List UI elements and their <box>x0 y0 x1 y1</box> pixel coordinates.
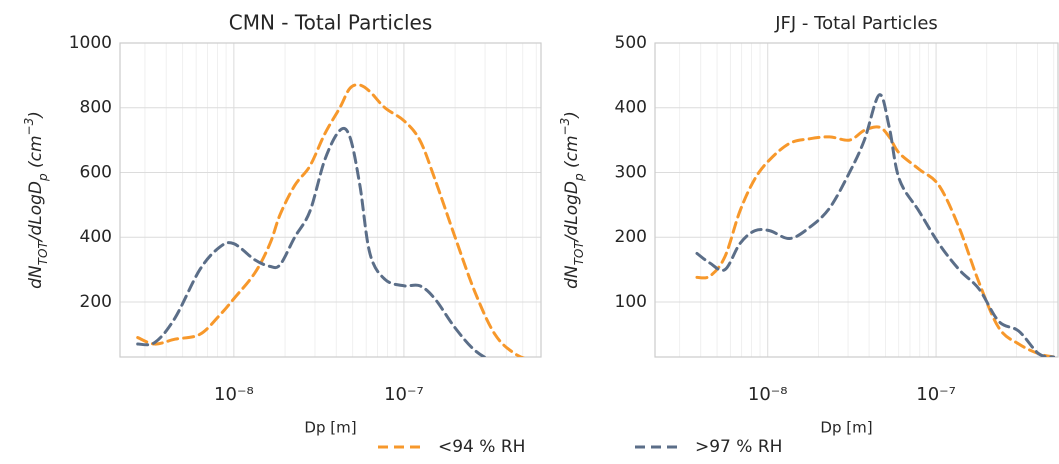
y-tick-label: 600 <box>80 162 112 182</box>
y-axis-label-part: dN <box>562 265 582 289</box>
y-tick-label: 400 <box>615 98 647 118</box>
plot-lines <box>695 93 1056 357</box>
y-tick-label: 1000 <box>69 33 112 53</box>
y-axis-label-part: /dLogD <box>26 181 46 243</box>
y-axis-label-part: p <box>572 173 586 182</box>
y-axis-label-part: ) <box>26 111 46 120</box>
y-axis-label-part: −3 <box>22 118 36 136</box>
x-axis-label: Dp [m] <box>304 419 356 437</box>
plot-lines <box>136 83 526 357</box>
y-tick-label: 500 <box>615 33 647 53</box>
data-line <box>695 93 1056 357</box>
x-tick-label: 10⁻⁷ <box>384 384 424 405</box>
y-axis-label: dNTOT/dLogDp (cm−3) <box>558 111 586 289</box>
chart-title: JFJ - Total Particles <box>774 13 938 34</box>
chart-title: CMN - Total Particles <box>229 11 433 35</box>
plot-frame <box>654 42 1059 358</box>
y-axis-label-part: TOT <box>36 240 50 266</box>
data-line <box>136 126 488 357</box>
data-line <box>695 125 1056 357</box>
x-axis-label: Dp [m] <box>820 419 872 437</box>
y-tick-label: 800 <box>80 98 112 118</box>
y-axis-label: dNTOT/dLogDp (cm−3) <box>22 111 50 289</box>
legend-label: >97 % RH <box>695 437 782 457</box>
y-axis-label-part: dN <box>26 265 46 289</box>
x-tick-label: 10⁻⁸ <box>748 384 788 405</box>
x-tick-label: 10⁻⁸ <box>214 384 254 405</box>
legend-label: <94 % RH <box>438 437 525 457</box>
plot-frame <box>119 42 542 358</box>
y-axis-label-part: (cm <box>26 135 46 173</box>
y-axis-label-part: (cm <box>562 135 582 173</box>
data-line <box>136 83 526 357</box>
y-tick-label: 200 <box>615 227 647 247</box>
y-tick-label: 400 <box>80 227 112 247</box>
y-axis-label-part: TOT <box>572 240 586 266</box>
y-axis-label-part: p <box>36 173 50 182</box>
y-axis-label-part: −3 <box>558 118 572 136</box>
y-tick-label: 200 <box>80 292 112 312</box>
y-axis-label-part: ) <box>562 111 582 120</box>
y-tick-label: 300 <box>615 162 647 182</box>
y-axis-label-part: /dLogD <box>562 181 582 243</box>
x-tick-label: 10⁻⁷ <box>916 384 956 405</box>
y-tick-label: 100 <box>615 292 647 312</box>
